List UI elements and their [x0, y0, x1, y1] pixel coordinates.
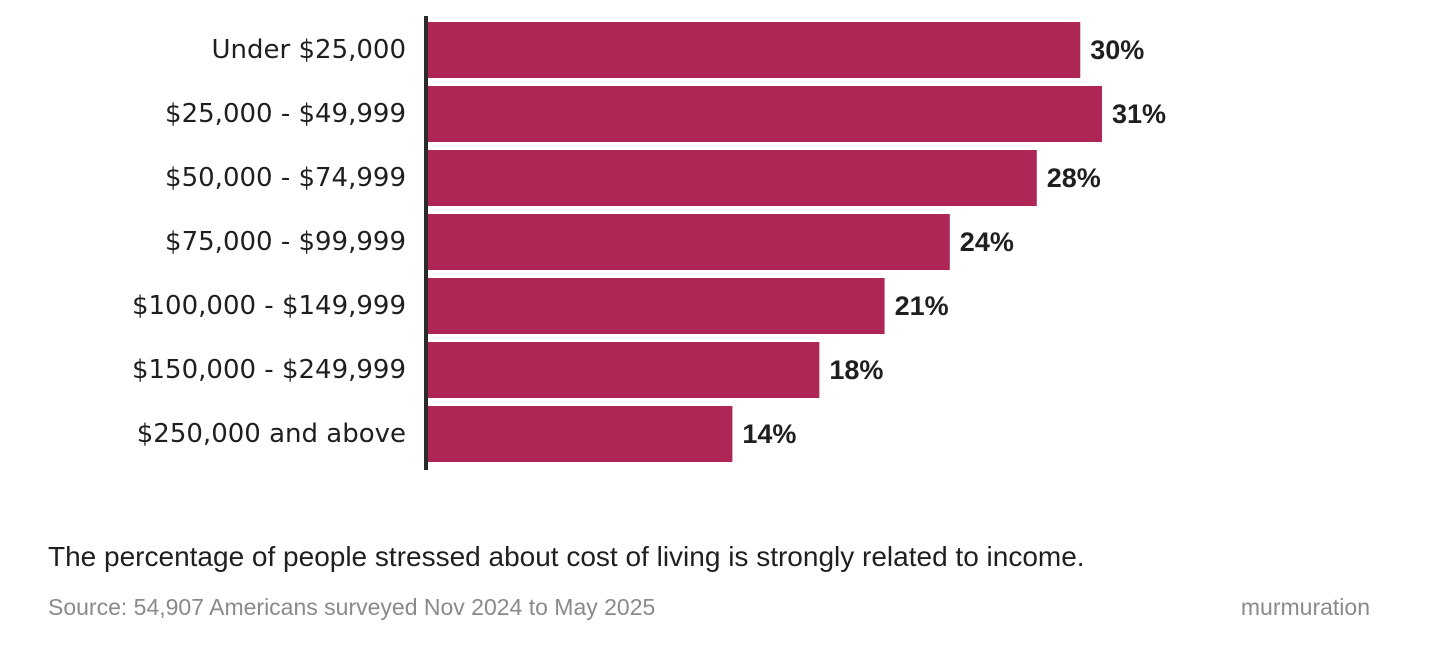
bar-1 [428, 86, 1102, 142]
category-label-5: $150,000 - $249,999 [132, 355, 406, 385]
chart-caption: The percentage of people stressed about … [48, 541, 1085, 572]
bar-3 [428, 214, 950, 270]
value-label-5: 18% [829, 355, 883, 385]
category-label-6: $250,000 and above [137, 419, 406, 449]
category-label-3: $75,000 - $99,999 [165, 227, 406, 257]
value-label-2: 28% [1047, 163, 1101, 193]
value-label-0: 30% [1090, 35, 1144, 65]
value-label-1: 31% [1112, 99, 1166, 129]
brand-logo-text: murmuration [1240, 594, 1370, 620]
value-label-3: 24% [960, 227, 1014, 257]
category-label-0: Under $25,000 [212, 35, 406, 65]
bar-5 [428, 342, 820, 398]
bar-6 [428, 406, 733, 462]
bar-2 [428, 150, 1037, 206]
category-label-1: $25,000 - $49,999 [165, 99, 406, 129]
category-label-2: $50,000 - $74,999 [165, 163, 406, 193]
value-label-4: 21% [895, 291, 949, 321]
bar-0 [428, 22, 1081, 78]
bars-group [428, 22, 1102, 462]
value-labels-group: 30% 31% 28% 24% 21% 18% 14% [742, 35, 1166, 449]
source-note: Source: 54,907 Americans surveyed Nov 20… [48, 594, 656, 620]
value-label-6: 14% [742, 419, 796, 449]
category-label-4: $100,000 - $149,999 [132, 291, 406, 321]
category-labels-group: Under $25,000 $25,000 - $49,999 $50,000 - … [132, 35, 406, 449]
bar-chart: Under $25,000 $25,000 - $49,999 $50,000 - … [132, 16, 1166, 470]
bar-4 [428, 278, 885, 334]
